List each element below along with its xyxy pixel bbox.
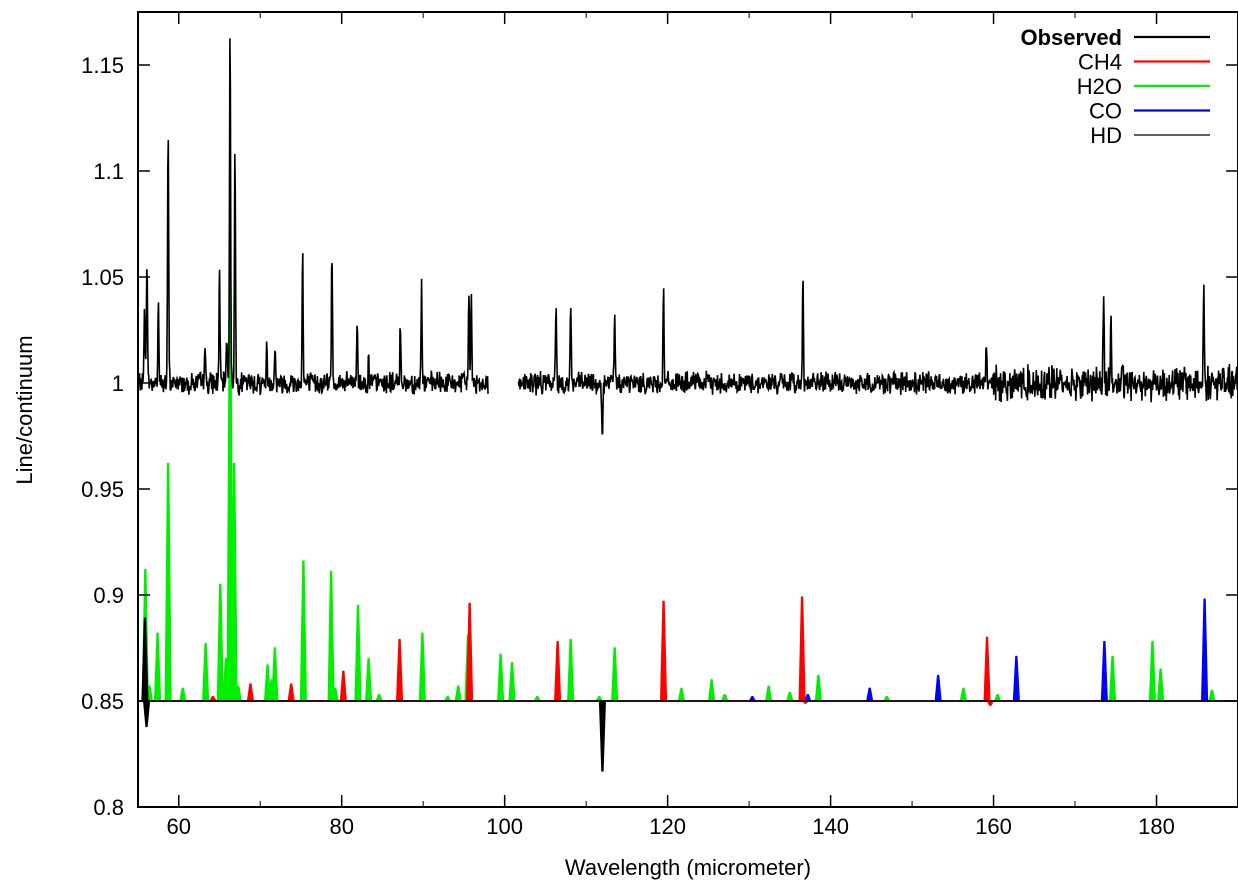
series-hd-line-3: [598, 700, 606, 772]
series-h2o-line-41: [1148, 640, 1156, 702]
series-co-line-7: [1201, 598, 1209, 702]
series-h2o-line-26: [508, 662, 516, 702]
series-h2o-line-14: [271, 647, 279, 702]
series-co-line-3: [866, 687, 874, 702]
series-h2o-line-5: [179, 687, 187, 702]
series-observed-segment-2: [517, 280, 1238, 435]
series-h2o-line-43: [1208, 689, 1216, 702]
series-h2o-line-33: [721, 693, 729, 702]
series-ch4-line-4: [339, 670, 347, 702]
y-axis-label: Line/continuum: [12, 335, 37, 484]
y-tick-label: 0.9: [93, 583, 124, 608]
legend-label-observed: Observed: [1021, 25, 1123, 50]
series-ch4-line-6: [466, 602, 474, 702]
series-h2o-line-6: [202, 643, 210, 702]
series-h2o-line-3: [154, 632, 162, 702]
series-h2o-line-38: [959, 687, 967, 702]
series-co-line-5: [1012, 655, 1020, 702]
series-h2o-line-30: [611, 647, 619, 702]
series-ch4-line-11: [983, 636, 991, 702]
series-co-line-6: [1100, 640, 1108, 702]
y-tick-label: 0.95: [81, 477, 124, 502]
series-ch4-line-5: [396, 638, 404, 702]
y-tick-label: 1.1: [93, 159, 124, 184]
series-layer: [138, 38, 1238, 772]
series-h2o-line-25: [497, 653, 505, 702]
legend-label-ch4: CH4: [1078, 50, 1122, 75]
series-h2o-line-31: [677, 687, 686, 702]
x-tick-label: 100: [486, 814, 523, 839]
series-co-line-4: [934, 674, 942, 702]
y-tick-label: 0.8: [93, 795, 124, 820]
series-co-line-2: [804, 693, 812, 702]
plot-area: [138, 38, 1238, 772]
series-h2o-line-42: [1157, 668, 1165, 702]
series-h2o-line-18: [354, 604, 362, 702]
series-ch4-line-8: [660, 600, 668, 702]
y-tick-label: 1: [112, 371, 124, 396]
legend-label-h2o: H2O: [1077, 74, 1122, 99]
series-hd-line-2: [143, 700, 151, 728]
series-h2o-line-7: [216, 583, 224, 702]
x-tick-label: 140: [812, 814, 849, 839]
x-tick-label: 180: [1138, 814, 1175, 839]
x-axis-label: Wavelength (micrometer): [565, 855, 811, 880]
series-observed-segment-1: [138, 38, 489, 396]
series-ch4-line-7: [554, 640, 562, 702]
series-h2o-line-23: [454, 685, 462, 702]
legend-label-co: CO: [1089, 99, 1122, 124]
series-h2o-line-40: [1108, 655, 1117, 702]
series-h2o-line-39: [994, 693, 1002, 702]
legend-label-hd: HD: [1090, 123, 1122, 148]
series-h2o-line-32: [708, 679, 716, 702]
axes-layer: 60 80 100 120 140 160 180 0.8 0.85 0.9 0.95 1 1.05 1.…: [81, 11, 1238, 839]
x-tick-label: 120: [649, 814, 686, 839]
series-h2o-line-19: [365, 657, 373, 702]
series-h2o-line-34: [765, 685, 773, 702]
series-h2o-line-15: [299, 560, 307, 702]
series-ch4-line-3: [287, 683, 295, 702]
series-h2o-line-16: [327, 570, 335, 702]
y-tick-label: 1.15: [81, 53, 124, 78]
series-ch4-line-2: [246, 683, 254, 702]
y-tick-label: 0.85: [81, 689, 124, 714]
x-tick-label: 60: [166, 814, 190, 839]
series-h2o-line-35: [786, 691, 794, 702]
y-tick-label: 1.05: [81, 265, 124, 290]
series-h2o-line-4: [164, 462, 172, 702]
series-h2o-line-21: [418, 632, 426, 702]
x-tick-label: 80: [329, 814, 353, 839]
series-ch4-line-9: [798, 596, 806, 702]
x-tick-label: 160: [975, 814, 1012, 839]
plot-frame: [137, 11, 1238, 808]
series-h2o-line-36: [814, 674, 822, 702]
series-h2o-line-20: [375, 693, 383, 702]
series-h2o-line-28: [567, 638, 575, 702]
